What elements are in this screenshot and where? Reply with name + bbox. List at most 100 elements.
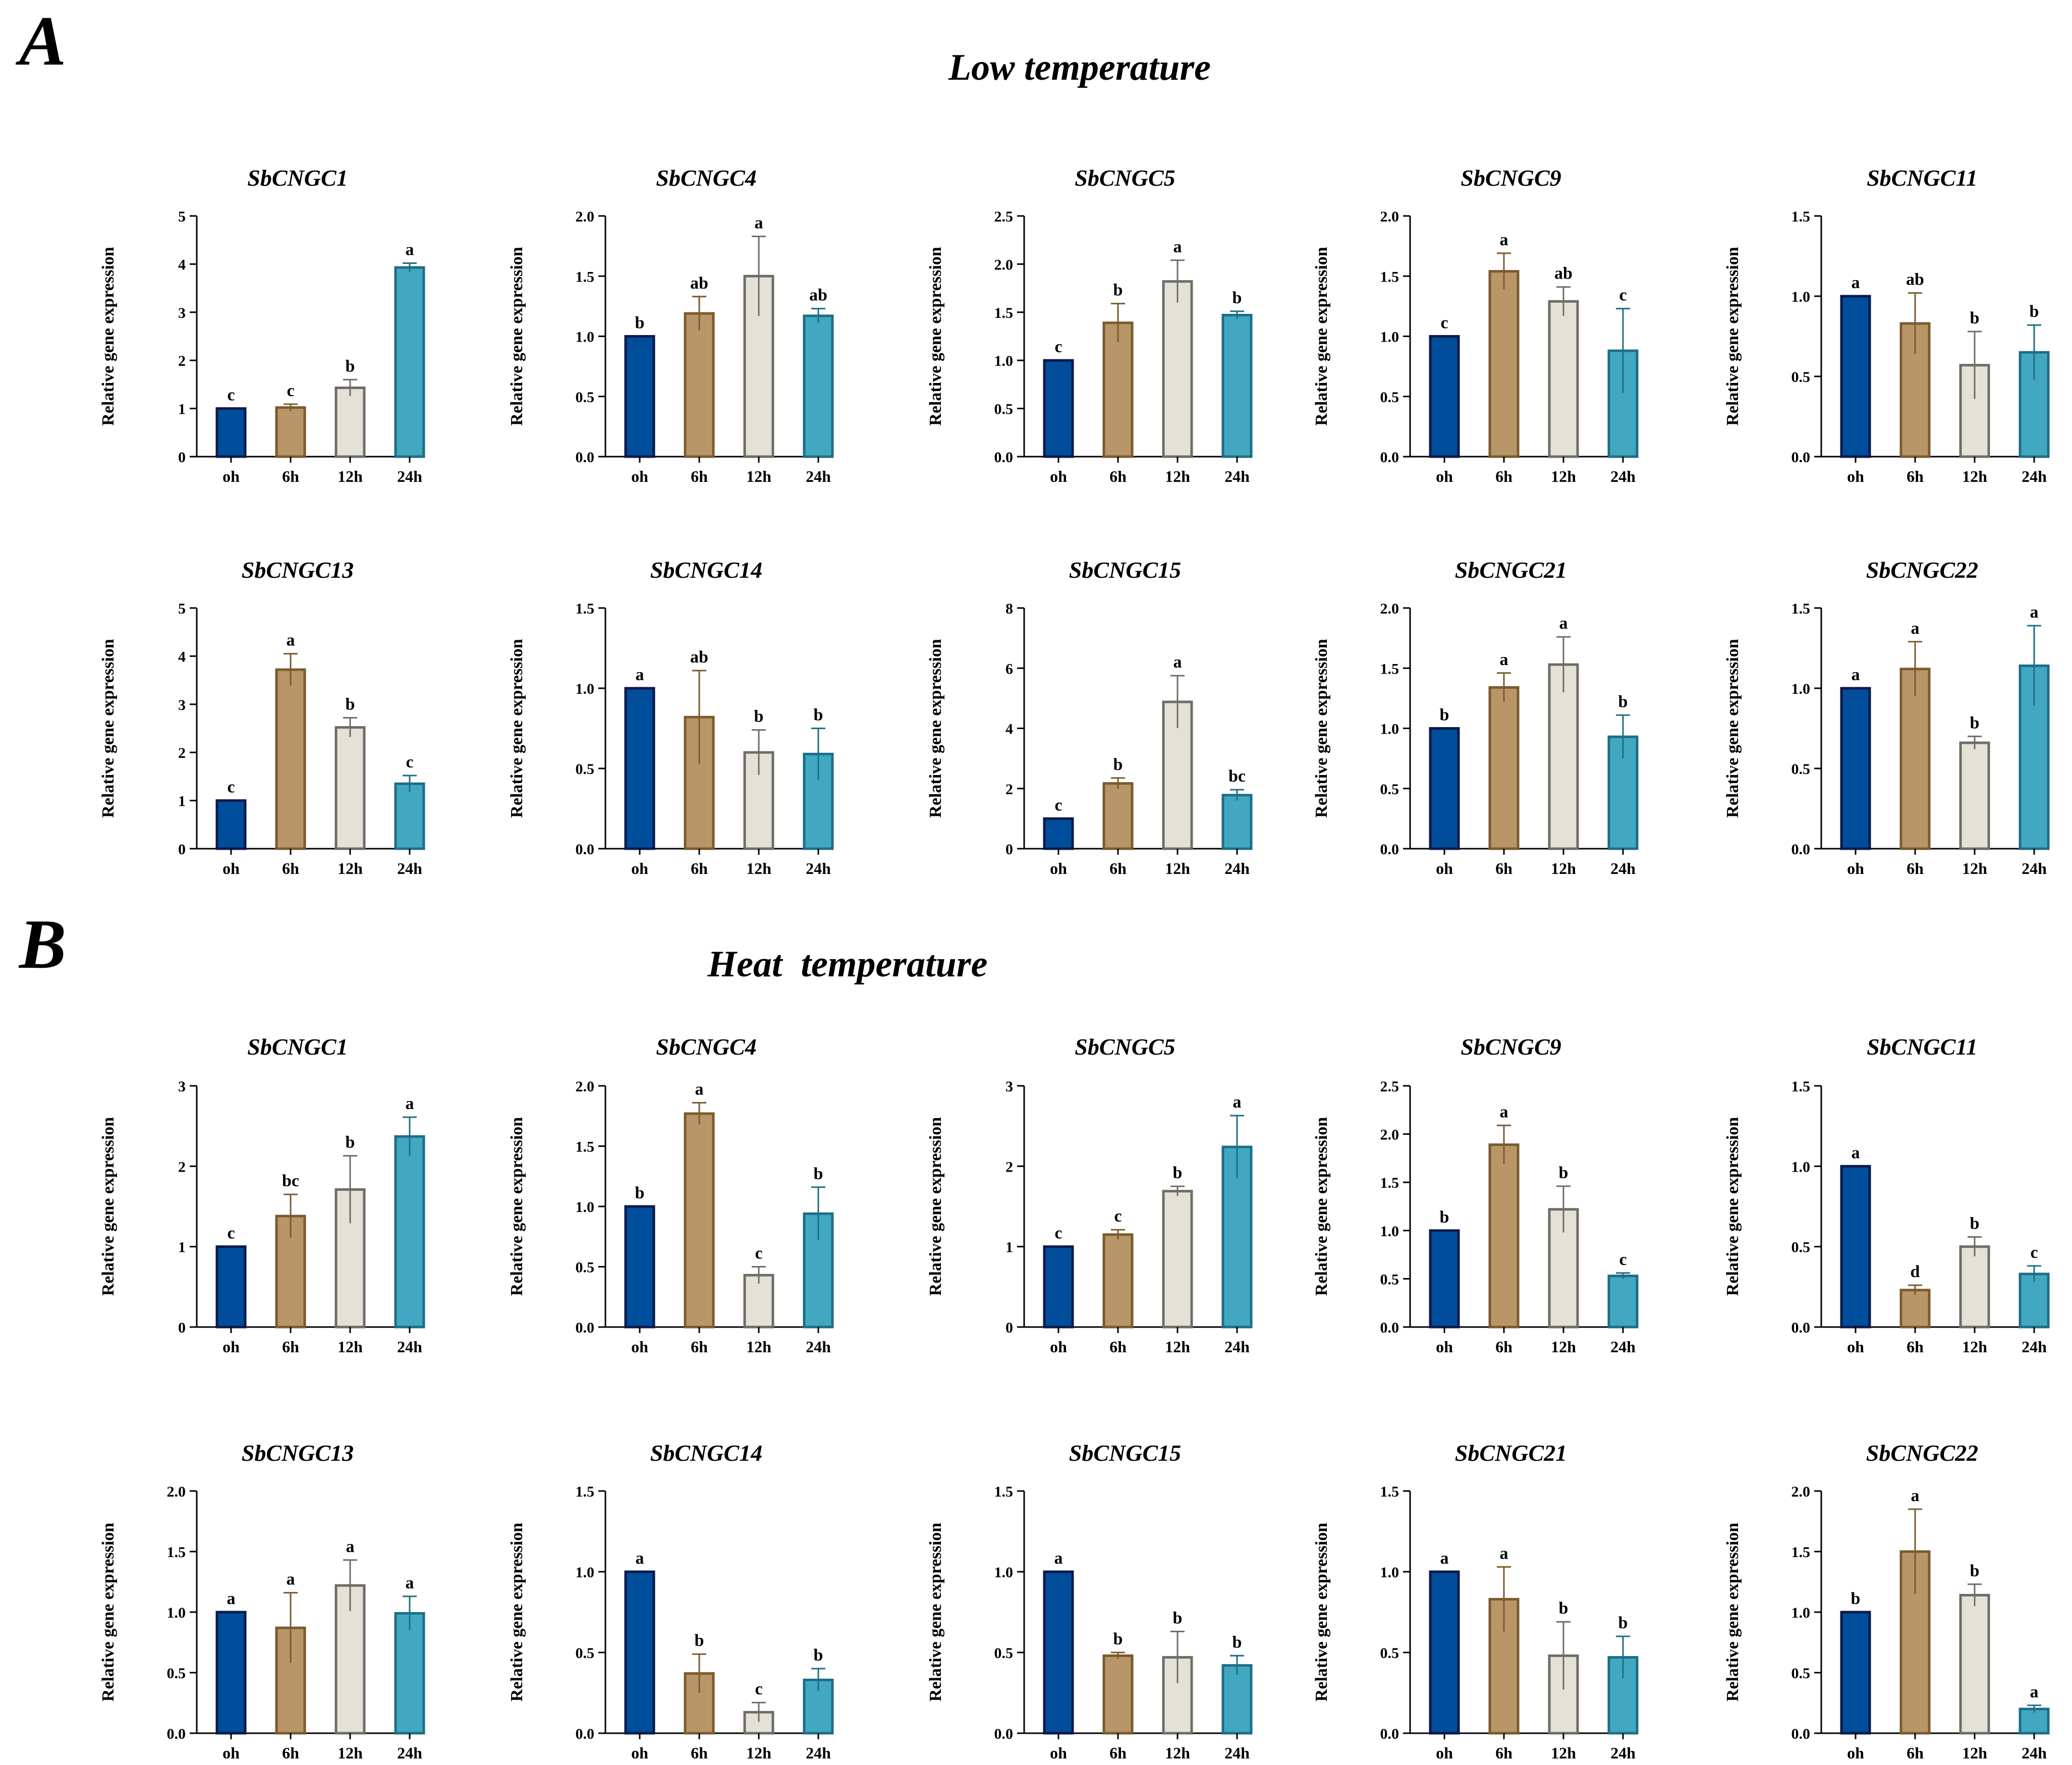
y-tick-label: 1.5 <box>994 1483 1014 1500</box>
y-tick-label: 0.0 <box>1380 449 1399 466</box>
x-tick-label: 12h <box>746 1744 771 1762</box>
chart-title: SbCNGC1 <box>247 165 348 191</box>
y-tick-label: 0.0 <box>1380 841 1399 858</box>
x-tick-label: 6h <box>282 467 299 485</box>
chart-a-sbcngc21: SbCNGC21 Relative gene expression 0.0 0.5 1.… <box>1312 557 1639 877</box>
significance-label: ab <box>1554 264 1573 283</box>
x-tick-label: oh <box>631 859 648 877</box>
y-tick-label: 1.5 <box>1791 208 1811 225</box>
chart-b-sbcngc15: SbCNGC15 Relative gene expression 0.0 0.5 1.… <box>926 1440 1253 1762</box>
bar-24h <box>1221 794 1253 850</box>
significance-label: b <box>814 1165 823 1183</box>
significance-label: a <box>695 1080 704 1098</box>
y-tick-label: 0.0 <box>167 1726 186 1742</box>
x-tick-label: oh <box>1847 1744 1864 1762</box>
y-axis-label: Relative gene expression <box>1312 639 1331 818</box>
bar-oh <box>1429 727 1460 850</box>
significance-label: c <box>755 1244 762 1263</box>
y-tick-label: 1 <box>178 793 186 810</box>
x-tick-label: 12h <box>1551 859 1576 877</box>
significance-label: c <box>406 753 413 771</box>
x-tick-label: oh <box>631 1744 648 1762</box>
y-tick-label: 8 <box>1005 600 1013 617</box>
significance-label: b <box>814 706 823 725</box>
x-tick-label: oh <box>1436 1338 1453 1356</box>
significance-label: ab <box>690 274 708 293</box>
bar-6h <box>275 668 306 850</box>
y-tick-label: 2.5 <box>994 208 1014 225</box>
y-tick-label: 0.5 <box>1380 781 1399 798</box>
y-tick-label: 1.0 <box>994 353 1014 369</box>
y-tick-label: 1.5 <box>576 268 595 285</box>
bar-12h <box>1959 1245 1990 1329</box>
y-tick-label: 1.0 <box>1791 1605 1811 1621</box>
significance-label: b <box>2030 302 2039 321</box>
x-tick-label: 12h <box>1551 1744 1576 1762</box>
significance-label: a <box>227 1589 236 1608</box>
x-tick-label: 6h <box>1907 1744 1924 1762</box>
significance-label: a <box>1500 650 1508 669</box>
significance-label: c <box>755 1680 762 1698</box>
x-tick-label: 24h <box>1224 1338 1250 1356</box>
x-tick-label: 6h <box>282 1338 299 1356</box>
x-tick-label: 12h <box>338 467 363 485</box>
significance-label: a <box>287 1570 295 1589</box>
x-tick-label: 12h <box>746 1338 771 1356</box>
y-axis-label: Relative gene expression <box>99 1117 118 1296</box>
significance-label: c <box>1054 1224 1062 1243</box>
bar-24h <box>394 782 425 850</box>
significance-label: a <box>1500 1102 1508 1121</box>
y-tick-label: 0.5 <box>1791 761 1811 778</box>
chart-b-sbcngc11: SbCNGC11 Relative gene expression 0.0 0.5 1.… <box>1723 1034 2050 1356</box>
bar-24h <box>2019 1273 2050 1329</box>
x-tick-label: oh <box>1847 1338 1864 1356</box>
x-tick-label: 24h <box>1610 467 1636 485</box>
bar-24h <box>394 1135 425 1329</box>
chart-title: SbCNGC13 <box>242 1440 354 1466</box>
significance-label: a <box>1440 1549 1449 1568</box>
y-tick-label: 1.0 <box>1380 721 1399 738</box>
y-tick-label: 0.5 <box>1380 1645 1399 1662</box>
x-tick-label: oh <box>1050 467 1067 485</box>
significance-label: b <box>1618 692 1628 711</box>
x-tick-label: oh <box>631 467 648 485</box>
x-tick-label: 6h <box>1495 1744 1513 1762</box>
bar-oh <box>624 1570 655 1735</box>
x-tick-label: 12h <box>1962 467 1987 485</box>
y-tick-label: 3 <box>178 1078 186 1095</box>
chart-title: SbCNGC22 <box>1866 1440 1978 1466</box>
significance-label: c <box>227 778 235 797</box>
y-tick-label: 2 <box>178 1159 186 1175</box>
x-tick-label: 6h <box>1907 1338 1924 1356</box>
y-tick-label: 0 <box>178 449 186 466</box>
significance-label: b <box>1113 281 1123 300</box>
bar-oh <box>215 1245 247 1329</box>
x-tick-label: 6h <box>691 1744 708 1762</box>
significance-label: ab <box>690 648 708 667</box>
x-tick-label: oh <box>222 1338 240 1356</box>
x-tick-label: 24h <box>2022 1338 2047 1356</box>
y-tick-label: 1.0 <box>576 1199 595 1216</box>
x-tick-label: 24h <box>397 1338 422 1356</box>
chart-title: SbCNGC15 <box>1069 1440 1181 1466</box>
y-tick-label: 2.5 <box>1380 1078 1399 1095</box>
significance-label: c <box>1619 1250 1627 1269</box>
bar-24h <box>1221 314 1253 458</box>
bar-24h <box>394 1612 425 1735</box>
x-tick-label: 12h <box>1165 1744 1190 1762</box>
y-tick-label: 1.5 <box>1791 1544 1811 1561</box>
x-tick-label: 24h <box>2022 859 2047 877</box>
significance-label: b <box>1970 713 1980 732</box>
x-tick-label: 12h <box>1962 1744 1987 1762</box>
significance-label: ab <box>1906 270 1924 289</box>
x-tick-label: 12h <box>746 467 771 485</box>
y-tick-label: 0.5 <box>576 1259 595 1276</box>
x-tick-label: 24h <box>1224 1744 1250 1762</box>
x-tick-label: 12h <box>1962 859 1987 877</box>
y-axis-label: Relative gene expression <box>1312 247 1331 426</box>
significance-label: b <box>1233 289 1242 307</box>
x-tick-label: 24h <box>397 467 422 485</box>
x-tick-label: 24h <box>806 467 831 485</box>
chart-a-sbcngc14: SbCNGC14 Relative gene expression 0.0 0.5 1.… <box>508 557 834 877</box>
y-tick-label: 1.5 <box>576 1139 595 1155</box>
